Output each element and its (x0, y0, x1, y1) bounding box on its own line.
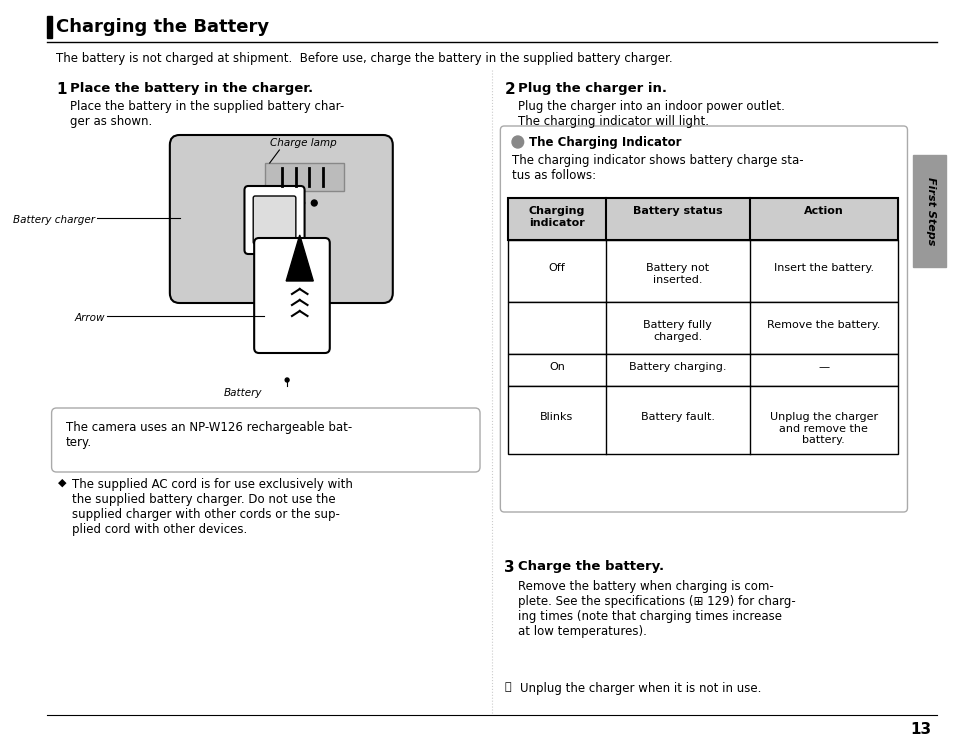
Text: Unplug the charger
and remove the
battery.: Unplug the charger and remove the batter… (769, 412, 877, 445)
Bar (508, 354, 897, 386)
Polygon shape (286, 235, 313, 281)
Text: On: On (548, 362, 564, 372)
Text: Charge the battery.: Charge the battery. (517, 560, 663, 573)
Text: Battery status: Battery status (632, 206, 721, 216)
FancyBboxPatch shape (253, 238, 330, 353)
Text: 2: 2 (504, 82, 515, 97)
Text: Plug the charger into an indoor power outlet.
The charging indicator will light.: Plug the charger into an indoor power ou… (517, 100, 784, 128)
Text: Battery not
inserted.: Battery not inserted. (645, 263, 708, 284)
Text: The charging indicator shows battery charge sta-
tus as follows:: The charging indicator shows battery cha… (512, 154, 802, 182)
Bar (508, 386, 897, 454)
Text: Battery fault.: Battery fault. (640, 412, 714, 422)
Circle shape (285, 378, 289, 382)
Text: 3: 3 (504, 560, 515, 575)
Text: Insert the battery.: Insert the battery. (773, 263, 873, 273)
Text: Charging the Battery: Charging the Battery (56, 18, 270, 36)
Circle shape (311, 200, 316, 206)
FancyBboxPatch shape (244, 186, 304, 254)
Bar (265, 163, 344, 191)
Text: Remove the battery when charging is com-
plete. See the specifications (⊞ 129) f: Remove the battery when charging is com-… (517, 580, 795, 638)
Text: Remove the battery.: Remove the battery. (766, 320, 880, 330)
FancyBboxPatch shape (253, 196, 295, 244)
Text: ◆: ◆ (58, 478, 67, 488)
Text: 1: 1 (56, 82, 67, 97)
Text: The battery is not charged at shipment.  Before use, charge the battery in the s: The battery is not charged at shipment. … (56, 52, 673, 65)
FancyBboxPatch shape (170, 135, 393, 303)
Text: The supplied AC cord is for use exclusively with
the supplied battery charger. D: The supplied AC cord is for use exclusiv… (71, 478, 353, 536)
Bar (508, 198, 897, 240)
Text: 13: 13 (909, 722, 931, 737)
Text: Battery charging.: Battery charging. (628, 362, 725, 372)
Text: Plug the charger in.: Plug the charger in. (517, 82, 666, 95)
Circle shape (274, 200, 279, 206)
Text: —: — (818, 362, 828, 372)
Text: Action: Action (803, 206, 842, 216)
Text: Battery fully
charged.: Battery fully charged. (642, 320, 711, 342)
Text: Off: Off (548, 263, 564, 273)
Bar (508, 240, 897, 302)
Text: The camera uses an NP-W126 rechargeable bat-
tery.: The camera uses an NP-W126 rechargeable … (66, 421, 352, 449)
Circle shape (512, 136, 523, 148)
Text: Arrow: Arrow (74, 313, 105, 323)
Text: Battery charger: Battery charger (13, 215, 95, 225)
Circle shape (286, 200, 292, 206)
Text: Place the battery in the charger.: Place the battery in the charger. (70, 82, 313, 95)
Text: Unplug the charger when it is not in use.: Unplug the charger when it is not in use… (519, 682, 760, 695)
Circle shape (298, 200, 304, 206)
FancyBboxPatch shape (51, 408, 479, 472)
Bar (508, 302, 897, 354)
Bar (47, 16, 51, 38)
Text: Charging
indicator: Charging indicator (528, 206, 584, 227)
Text: Battery: Battery (223, 388, 261, 398)
Bar (912, 155, 945, 267)
Text: ⓘ: ⓘ (504, 682, 511, 692)
Text: Charge lamp: Charge lamp (270, 138, 336, 148)
Text: First Steps: First Steps (924, 177, 935, 245)
Bar (508, 198, 897, 240)
Text: Place the battery in the supplied battery char-
ger as shown.: Place the battery in the supplied batter… (70, 100, 344, 128)
Text: Blinks: Blinks (539, 412, 573, 422)
FancyBboxPatch shape (500, 126, 906, 512)
Text: The Charging Indicator: The Charging Indicator (529, 136, 681, 149)
